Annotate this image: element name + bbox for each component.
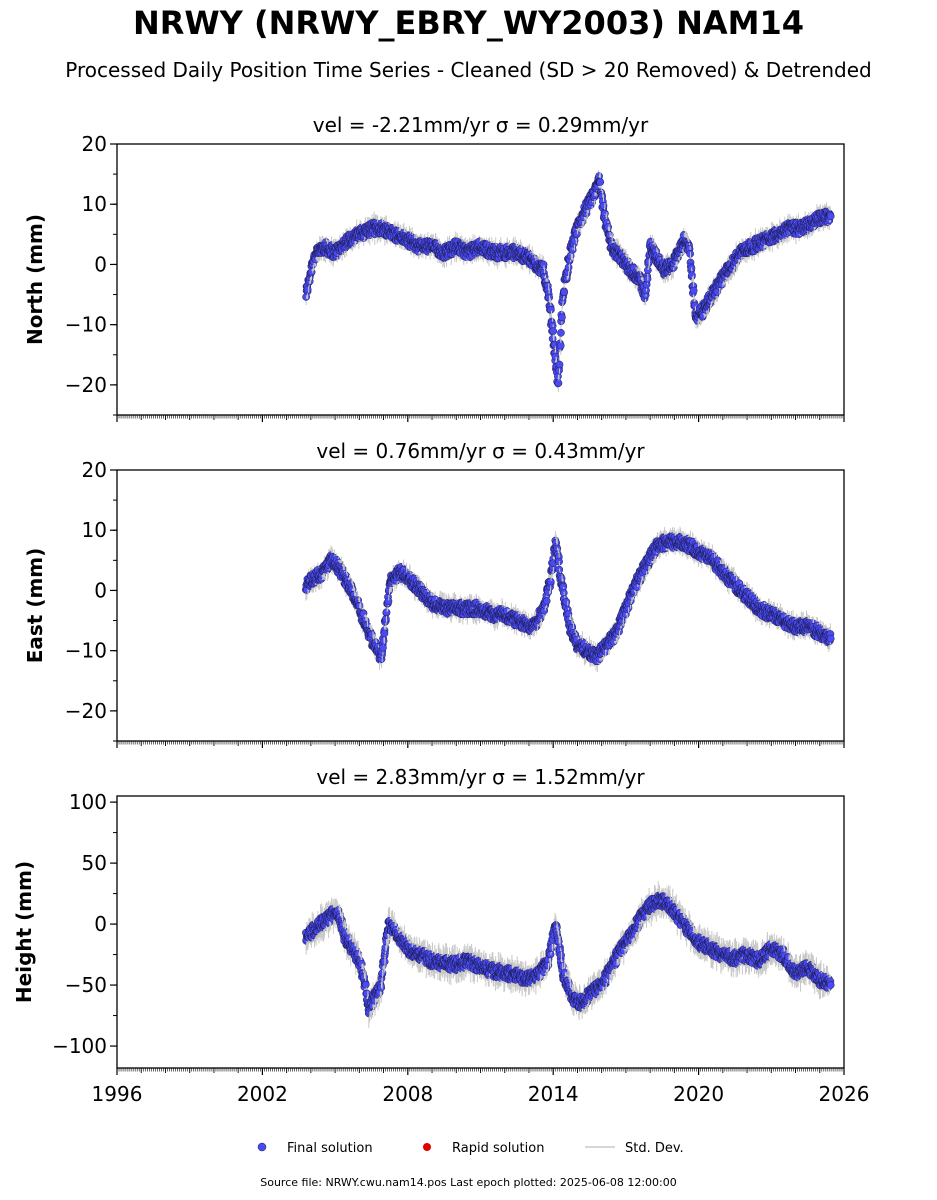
data-point [556, 341, 565, 350]
data-point [689, 286, 698, 295]
data-point [554, 379, 563, 388]
data-point [547, 305, 555, 314]
data-point [542, 597, 551, 605]
data-point [307, 268, 316, 276]
data-point [557, 328, 565, 337]
figure-title: NRWY (NRWY_EBRY_WY2003) NAM14 [132, 4, 805, 42]
data-point [562, 597, 571, 606]
y-tick-label: 0 [94, 252, 107, 276]
panel-2 [110, 469, 845, 748]
final-solution-points [301, 526, 835, 673]
data-point [826, 212, 835, 221]
y-tick-label: 20 [82, 132, 107, 156]
data-point [599, 201, 608, 210]
y-tick-label: −20 [65, 373, 107, 397]
y-axis-label: North (mm) [23, 214, 47, 345]
panel-1 [110, 143, 845, 422]
panel-title: vel = -2.21mm/yr σ = 0.29mm/yr [313, 113, 649, 137]
data-point [549, 327, 558, 336]
data-point [555, 360, 564, 369]
y-tick-label: 10 [82, 192, 107, 216]
data-point [382, 608, 391, 617]
data-point [560, 288, 569, 297]
figure-subtitle: Processed Daily Position Time Series - C… [65, 58, 872, 82]
y-tick-label: −10 [65, 313, 107, 337]
data-point [551, 352, 560, 361]
plot-frame [116, 143, 845, 416]
data-point [380, 629, 389, 638]
data-point [303, 285, 312, 294]
data-point [558, 313, 566, 322]
data-point [596, 178, 605, 186]
final-solution-points [302, 170, 835, 392]
data-point [379, 643, 387, 652]
